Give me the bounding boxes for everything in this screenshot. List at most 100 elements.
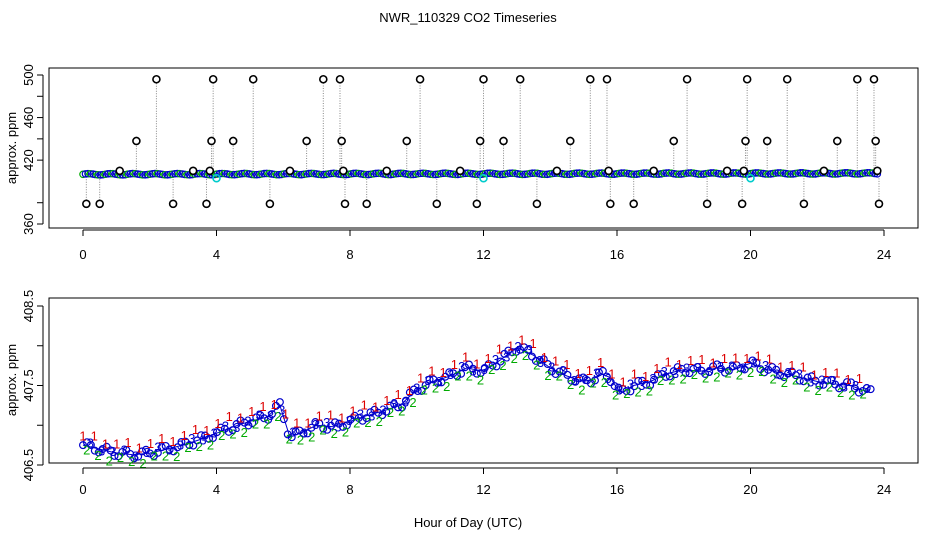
- baseline-point: [744, 360, 753, 369]
- bottom-y-label: approx. ppm: [4, 344, 19, 416]
- series-3-point: 3: [256, 408, 263, 423]
- series-1-point: 1: [214, 416, 221, 431]
- baseline-point: [311, 418, 320, 427]
- baseline-point: [238, 169, 246, 178]
- baseline-point: [701, 369, 710, 378]
- baseline-point: [421, 381, 430, 390]
- baseline-point: [754, 169, 762, 177]
- series-3-point: 3: [841, 379, 848, 394]
- baseline-point: [453, 371, 462, 380]
- series-2-point: 2: [162, 449, 169, 464]
- series-3-point: 3: [98, 444, 105, 459]
- baseline-point: [492, 362, 501, 371]
- baseline-point: [409, 170, 417, 179]
- baseline-point: [539, 355, 548, 364]
- baseline-point: [319, 424, 328, 433]
- baseline-point: [512, 347, 521, 356]
- baseline-point: [854, 388, 863, 397]
- baseline-point: [81, 170, 90, 178]
- series-1-point: 1: [304, 416, 311, 431]
- series-1-point: 1: [484, 351, 491, 366]
- x-tick-label: 12: [476, 482, 490, 497]
- series-3-point: 3: [796, 366, 803, 381]
- baseline-point: [260, 169, 269, 178]
- series-1-point: 1: [687, 353, 694, 368]
- series-3-point: 3: [312, 417, 319, 432]
- baseline-point: [528, 169, 537, 178]
- baseline-point: [297, 170, 306, 179]
- baseline-point: [508, 348, 517, 357]
- series-3-point: 3: [199, 432, 206, 447]
- x-tick-label: 24: [877, 247, 891, 262]
- outlier-point: [702, 199, 712, 209]
- baseline-point: [597, 169, 606, 177]
- baseline-point: [449, 170, 457, 179]
- baseline-point: [555, 367, 564, 376]
- baseline-point: [445, 368, 454, 377]
- baseline-point: [838, 169, 847, 177]
- baseline-point: [419, 169, 427, 178]
- baseline-point: [138, 447, 147, 456]
- baseline-point: [270, 170, 278, 179]
- baseline-point: [610, 382, 619, 391]
- baseline-point: [130, 454, 139, 463]
- series-1-point: 1: [237, 411, 244, 426]
- baseline-point: [583, 170, 591, 178]
- baseline-point: [228, 170, 236, 179]
- outlier-point: [629, 199, 638, 209]
- outlier-point: [382, 166, 392, 176]
- outlier-point: [532, 199, 542, 209]
- x-axis-label: Hour of Day (UTC): [414, 515, 522, 530]
- baseline-point: [567, 376, 576, 385]
- outlier-point: [739, 166, 749, 176]
- series-3-point: 3: [154, 440, 161, 455]
- series-1-point: 1: [293, 415, 300, 430]
- series-1-point: 1: [721, 351, 728, 366]
- baseline-point: [672, 170, 681, 178]
- series-2-point: 2: [286, 432, 293, 447]
- series-3-point: 3: [87, 435, 94, 450]
- baseline-point: [531, 356, 540, 365]
- series-1-point: 1: [541, 350, 548, 365]
- baseline-point: [799, 169, 807, 177]
- baseline-point: [307, 423, 316, 432]
- baseline-point: [362, 170, 370, 179]
- baseline-point: [248, 419, 257, 428]
- series-3-point: 3: [773, 366, 780, 381]
- series-3-point: 3: [537, 355, 544, 370]
- series-3-point: 3: [616, 383, 623, 398]
- baseline-point: [417, 386, 426, 395]
- baseline-point: [189, 441, 198, 450]
- series-3-point: 3: [694, 360, 701, 375]
- baseline-point: [774, 169, 782, 177]
- baseline-point: [230, 170, 239, 179]
- y-tick-label: 406.5: [21, 449, 36, 482]
- baseline-point: [463, 169, 472, 178]
- baseline-point: [382, 407, 391, 416]
- baseline-point: [740, 365, 749, 374]
- series-3-point: 3: [829, 373, 836, 388]
- series-1-point: 1: [586, 363, 593, 378]
- baseline-point: [687, 169, 695, 177]
- baseline-point: [520, 343, 529, 352]
- baseline-point: [250, 170, 259, 179]
- outlier-point: [337, 136, 346, 146]
- series-2-point: 2: [106, 454, 113, 469]
- baseline-point: [275, 398, 284, 407]
- series-3-point: 3: [728, 358, 735, 373]
- series-2-point: 2: [274, 409, 281, 424]
- baseline-point: [279, 415, 288, 424]
- baseline-point: [689, 364, 698, 373]
- series-2-point: 2: [409, 395, 416, 410]
- series-2-point: 2: [241, 425, 248, 440]
- series-1-point: 1: [226, 409, 233, 424]
- outlier-point: [207, 136, 216, 146]
- baseline-point: [524, 345, 533, 354]
- baseline-point: [110, 451, 119, 460]
- series-3-point: 3: [503, 349, 510, 364]
- outlier-point: [340, 199, 350, 209]
- baseline-point: [141, 171, 149, 179]
- baseline-point: [504, 346, 513, 355]
- baseline-point: [637, 169, 646, 178]
- baseline-point: [622, 387, 631, 396]
